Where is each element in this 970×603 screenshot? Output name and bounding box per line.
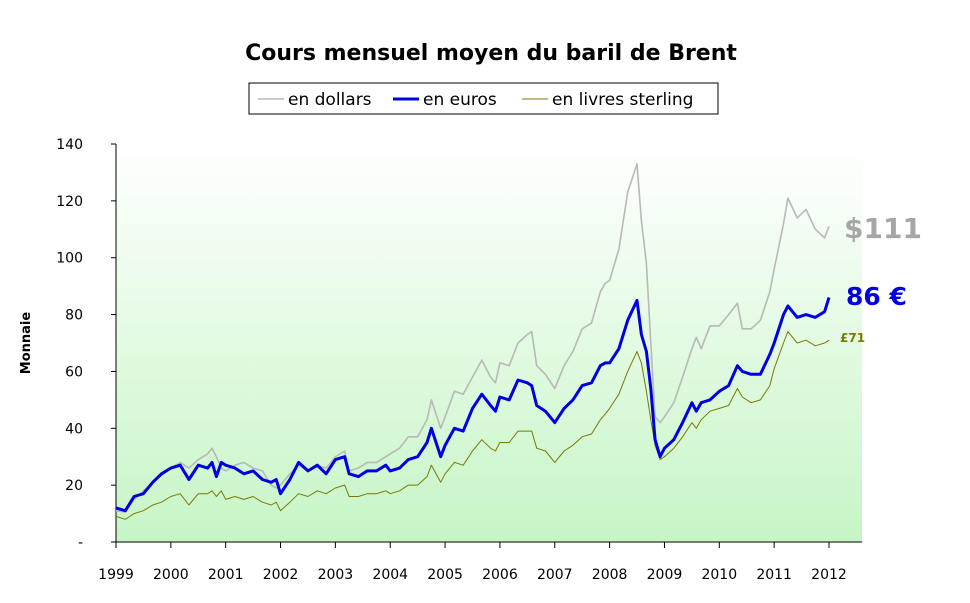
end-value-label: £71: [840, 331, 865, 345]
x-tick-label: 2002: [263, 567, 299, 583]
legend-label: en livres sterling: [552, 90, 693, 110]
x-tick-label: 2004: [372, 567, 408, 583]
y-tick-label: 80: [65, 308, 83, 324]
plot-area: [116, 144, 862, 542]
series-line: [115, 331, 830, 520]
x-tick-label: 2008: [592, 567, 628, 583]
x-tick-label: 2012: [811, 567, 847, 583]
x-tick-label: 2005: [427, 567, 463, 583]
x-tick-label: 2007: [537, 567, 573, 583]
x-tick-label: 2001: [208, 567, 244, 583]
x-tick-label: 2006: [482, 567, 518, 583]
end-value-label: 86 €: [846, 282, 907, 311]
x-tick-label: 2009: [647, 567, 683, 583]
chart-title: Cours mensuel moyen du baril de Brent: [245, 41, 737, 66]
x-tick-label: 2000: [153, 567, 189, 583]
legend: en dollars en euros en livres sterling: [248, 82, 719, 115]
y-axis-label: Monnaie: [19, 312, 34, 375]
x-tick-label: 2011: [756, 567, 792, 583]
y-tick-label: 140: [56, 137, 83, 153]
y-tick-label: 60: [65, 364, 83, 380]
series-line: [115, 163, 830, 513]
y-tick-label: -: [78, 535, 83, 551]
y-tick-label: 100: [56, 251, 83, 267]
y-tick-label: 20: [65, 478, 83, 494]
y-tick-label: 120: [56, 194, 83, 210]
x-tick-label: 2003: [318, 567, 354, 583]
legend-label: en dollars: [288, 90, 372, 110]
series-line: [115, 297, 831, 513]
legend-box: [248, 82, 719, 115]
x-tick-label: 2010: [701, 567, 737, 583]
end-value-label: $111: [844, 212, 922, 245]
legend-label: en euros: [423, 90, 497, 110]
x-tick-label: 1999: [98, 567, 134, 583]
y-tick-label: 40: [65, 421, 83, 437]
